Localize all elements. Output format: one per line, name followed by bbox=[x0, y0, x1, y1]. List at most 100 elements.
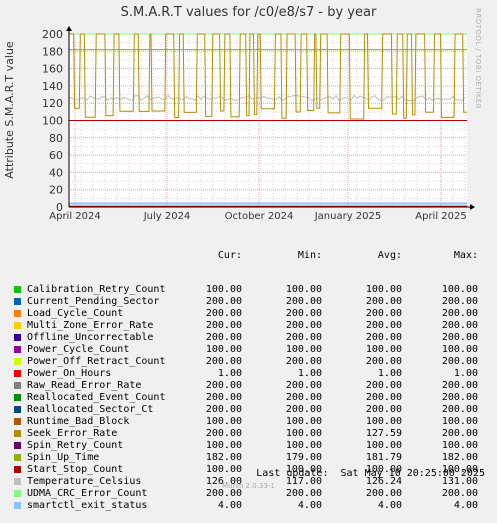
y-axis-arrow bbox=[66, 26, 72, 31]
legend-avg-value: 200.00 bbox=[365, 308, 402, 319]
legend-series-name: Raw_Read_Error_Rate bbox=[27, 380, 142, 391]
legend-avg-value: 200.00 bbox=[365, 320, 402, 331]
legend-series-name: Current_Pending_Sector bbox=[27, 296, 160, 307]
legend-series-name: Start_Stop_Count bbox=[27, 464, 124, 475]
legend-series-name: Reallocated_Event_Count bbox=[27, 392, 166, 403]
legend-swatch bbox=[14, 286, 21, 293]
legend-swatch bbox=[14, 478, 21, 485]
legend-row: Current_Pending_Sector 200.00 200.00 200.00… bbox=[12, 296, 492, 308]
legend-cur-value: 200.00 bbox=[205, 488, 242, 499]
legend-min-value: 100.00 bbox=[285, 284, 322, 295]
legend-min-value: 200.00 bbox=[285, 404, 322, 415]
legend-avg-value: 200.00 bbox=[365, 404, 402, 415]
legend-min-value: 100.00 bbox=[285, 344, 322, 355]
legend-series-name: Spin_Retry_Count bbox=[27, 440, 124, 451]
legend-min-value: 100.00 bbox=[285, 440, 322, 451]
legend-avg-value: 200.00 bbox=[365, 332, 402, 343]
legend-max-value: 100.00 bbox=[441, 416, 478, 427]
legend-series-name: Runtime_Bad_Block bbox=[27, 416, 130, 427]
legend-min-value: 200.00 bbox=[285, 392, 322, 403]
legend-swatch bbox=[14, 418, 21, 425]
legend-swatch bbox=[14, 406, 21, 413]
legend-swatch bbox=[14, 358, 21, 365]
legend-cur-value: 200.00 bbox=[205, 392, 242, 403]
legend-cur-value: 200.00 bbox=[205, 380, 242, 391]
legend-avg-value: 181.79 bbox=[365, 452, 402, 463]
legend-cur-value: 1.00 bbox=[217, 368, 242, 379]
legend-max-value: 100.00 bbox=[441, 284, 478, 295]
series-line bbox=[68, 94, 466, 102]
legend-swatch bbox=[14, 502, 21, 509]
legend-avg-value: 200.00 bbox=[365, 392, 402, 403]
legend-row: Power_Off_Retract_Count 200.00 200.00 200.0… bbox=[12, 356, 492, 368]
legend-row: Reallocated_Event_Count 200.00 200.00 200.0… bbox=[12, 392, 492, 404]
legend-min-value: 200.00 bbox=[285, 488, 322, 499]
legend-series-name: Reallocated_Sector_Ct bbox=[27, 404, 154, 415]
x-tick-label: July 2024 bbox=[143, 211, 191, 222]
legend-series-name: UDMA_CRC_Error_Count bbox=[27, 488, 148, 499]
rrdtool-watermark: RRDTOOL / TOBI OETIKER bbox=[474, 8, 482, 110]
legend-row: Spin_Up_Time 182.00 179.00 181.79 182.00 bbox=[12, 452, 492, 464]
legend-avg-value: 100.00 bbox=[365, 416, 402, 427]
y-tick-label: 140 bbox=[42, 80, 63, 93]
legend-row: Seek_Error_Rate 200.00 100.00 127.59 200.00 bbox=[12, 428, 492, 440]
legend-min-value: 179.00 bbox=[285, 452, 322, 463]
legend-avg-value: 127.59 bbox=[365, 428, 402, 439]
legend-min-value: 100.00 bbox=[285, 416, 322, 427]
legend-max-value: 200.00 bbox=[441, 428, 478, 439]
legend-cur-value: 200.00 bbox=[205, 428, 242, 439]
legend-swatch bbox=[14, 334, 21, 341]
legend-series-name: Load_Cycle_Count bbox=[27, 308, 124, 319]
legend-max-value: 4.00 bbox=[453, 500, 478, 511]
series-line bbox=[69, 33, 467, 120]
legend-series-name: Offline_Uncorrectable bbox=[27, 332, 154, 343]
legend-row: Multi_Zone_Error_Rate 200.00 200.00 200.00 2… bbox=[12, 320, 492, 332]
legend-avg-value: 200.00 bbox=[365, 356, 402, 367]
y-tick-label: 200 bbox=[42, 28, 63, 41]
legend-row: Spin_Retry_Count 100.00 100.00 100.00 100.00 bbox=[12, 440, 492, 452]
legend-max-value: 200.00 bbox=[441, 332, 478, 343]
legend-max-value: 200.00 bbox=[441, 404, 478, 415]
legend-cur-value: 100.00 bbox=[205, 344, 242, 355]
legend-row: smartctl_exit_status 4.00 4.00 4.00 4.00 bbox=[12, 500, 492, 512]
legend-swatch bbox=[14, 454, 21, 461]
x-tick-label: January 2025 bbox=[314, 211, 382, 222]
x-tick-label: October 2024 bbox=[225, 211, 294, 222]
legend-row: Reallocated_Sector_Ct 200.00 200.00 200.00 2… bbox=[12, 404, 492, 416]
legend-cur-value: 200.00 bbox=[205, 308, 242, 319]
legend-min-value: 200.00 bbox=[285, 332, 322, 343]
munin-version: Munin 2.0.33-1 bbox=[222, 482, 275, 490]
legend-row: Calibration_Retry_Count 100.00 100.00 100.0… bbox=[12, 284, 492, 296]
legend-avg-value: 100.00 bbox=[365, 284, 402, 295]
legend-max-value: 200.00 bbox=[441, 308, 478, 319]
legend-row: Load_Cycle_Count 200.00 200.00 200.00 200.00 bbox=[12, 308, 492, 320]
legend-min-value: 200.00 bbox=[285, 380, 322, 391]
legend-header-avg: Avg: bbox=[377, 250, 402, 261]
legend-swatch bbox=[14, 310, 21, 317]
y-tick-label: 40 bbox=[49, 166, 63, 179]
legend-min-value: 1.00 bbox=[297, 368, 322, 379]
legend-max-value: 200.00 bbox=[441, 356, 478, 367]
legend-row: Power_Cycle_Count 100.00 100.00 100.00 100.0… bbox=[12, 344, 492, 356]
legend-series-name: Seek_Error_Rate bbox=[27, 428, 118, 439]
legend-series-name: Power_Cycle_Count bbox=[27, 344, 130, 355]
legend-cur-value: 182.00 bbox=[205, 452, 242, 463]
legend-avg-value: 126.24 bbox=[365, 476, 402, 487]
legend-min-value: 200.00 bbox=[285, 296, 322, 307]
legend-header: Cur: Min: Avg: Max: bbox=[12, 250, 492, 262]
legend-max-value: 200.00 bbox=[441, 380, 478, 391]
legend-max-value: 182.00 bbox=[441, 452, 478, 463]
legend-swatch bbox=[14, 370, 21, 377]
legend-cur-value: 100.00 bbox=[205, 284, 242, 295]
last-update-text: Last update: Sat May 10 20:25:00 2025 bbox=[256, 468, 485, 479]
legend-row: Runtime_Bad_Block 100.00 100.00 100.00 100.0… bbox=[12, 416, 492, 428]
y-tick-label: 80 bbox=[49, 132, 63, 145]
x-tick-label: April 2024 bbox=[49, 211, 100, 222]
y-tick-label: 0 bbox=[56, 201, 63, 214]
legend-cur-value: 100.00 bbox=[205, 440, 242, 451]
legend-series-name: smartctl_exit_status bbox=[27, 500, 148, 511]
legend-series-name: Temperature_Celsius bbox=[27, 476, 142, 487]
chart-title: S.M.A.R.T values for /c0/e8/s7 - by year bbox=[120, 5, 377, 20]
legend-swatch bbox=[14, 298, 21, 305]
legend-header-max: Max: bbox=[453, 250, 478, 261]
